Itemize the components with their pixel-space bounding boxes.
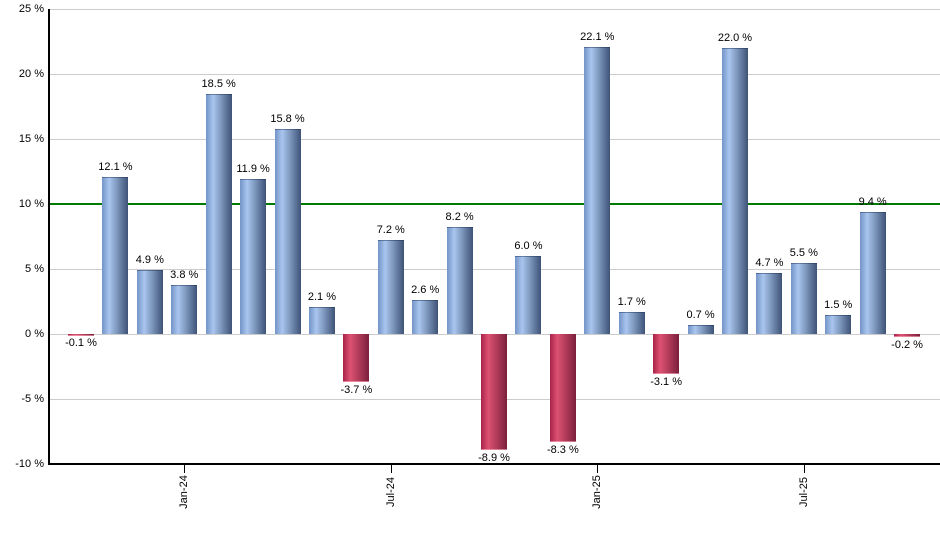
x-tick-mark (803, 465, 805, 473)
bar-value-label: 12.1 % (98, 160, 133, 173)
bar-value-label: 9.4 % (858, 195, 887, 208)
bar-5 (240, 179, 267, 334)
x-tick-label-text: Jan-24 (178, 475, 191, 509)
bar-1 (102, 176, 129, 334)
gridline-15 (50, 139, 940, 140)
bar-19 (721, 48, 748, 334)
x-tick-label-jan-24: Jan-24 (134, 471, 234, 513)
y-axis-line (48, 9, 50, 465)
threshold-line-10pct (50, 203, 940, 205)
bar-value-label: 11.9 % (236, 163, 270, 176)
bar-value-label: 3.8 % (170, 268, 199, 281)
bar-14 (549, 334, 576, 442)
bar-value-label: 0.7 % (686, 308, 715, 321)
bar-value-label: -3.7 % (340, 384, 373, 397)
bar-value-label: 4.7 % (755, 256, 784, 269)
bar-17 (653, 334, 680, 375)
bar-13 (515, 256, 542, 334)
y-tick-label: -5 % (21, 393, 44, 405)
x-tick-label-jan-25: Jan-25 (547, 471, 647, 513)
y-tick-label: -10 % (15, 458, 44, 470)
bar-value-label: -8.3 % (546, 443, 579, 456)
y-tick-label: 0 % (25, 328, 44, 340)
y-tick-label: 20 % (18, 68, 44, 80)
bar-20 (756, 272, 783, 334)
x-tick-label-text: Jul-24 (384, 477, 397, 507)
bar-value-label: 18.5 % (201, 77, 236, 90)
bar-8 (343, 334, 370, 383)
gridline-20 (50, 74, 940, 75)
bar-7 (308, 306, 335, 334)
bar-9 (377, 240, 404, 334)
bar-4 (205, 93, 232, 334)
bar-value-label: 22.1 % (580, 30, 615, 43)
bar-value-label: 2.6 % (411, 284, 440, 297)
y-tick-label: 5 % (25, 263, 44, 275)
x-tick-mark (597, 465, 599, 473)
gridline-25 (50, 9, 940, 10)
bar-value-label: 8.2 % (445, 211, 474, 224)
gridline-5 (50, 269, 940, 270)
bar-value-label: 22.0 % (717, 32, 753, 44)
bar-value-label: -8.9 % (478, 451, 510, 464)
y-tick-label: 25 % (18, 3, 44, 15)
bar-value-label: 1.7 % (617, 295, 646, 308)
bar-18 (687, 324, 714, 334)
bar-value-label: -0.1 % (65, 337, 97, 350)
bar-value-label: 4.9 % (135, 254, 164, 267)
bar-24 (894, 334, 921, 337)
bar-value-label: 7.2 % (376, 224, 405, 237)
y-tick-label: 15 % (18, 133, 44, 145)
bar-12 (481, 334, 508, 450)
bar-16 (618, 311, 645, 334)
bar-value-label: 15.8 % (270, 112, 305, 125)
bar-value-label: 2.1 % (307, 290, 336, 303)
bar-value-label: -3.1 % (650, 376, 683, 389)
bar-0 (68, 334, 94, 336)
bar-21 (790, 262, 817, 334)
bar-22 (825, 314, 852, 334)
x-tick-label-text: Jan-25 (591, 475, 604, 509)
y-tick-label: 10 % (18, 198, 44, 210)
bar-value-label: 5.5 % (789, 246, 818, 259)
bar-10 (412, 300, 439, 334)
bar-15 (584, 46, 611, 334)
bar-value-label: 6.0 % (514, 240, 543, 252)
bar-23 (859, 211, 886, 334)
x-tick-label-text: Jul-25 (797, 477, 810, 507)
x-tick-mark (390, 465, 392, 473)
x-tick-label-jul-25: Jul-25 (754, 471, 854, 513)
bar-value-label: 1.5 % (824, 298, 853, 311)
bar-value-label: -0.2 % (891, 338, 923, 351)
x-tick-mark (184, 465, 186, 473)
bar-3 (171, 284, 198, 334)
bar-6 (274, 128, 301, 334)
x-tick-label-jul-24: Jul-24 (341, 471, 441, 513)
x-axis-line (48, 463, 940, 465)
bar-11 (446, 227, 473, 334)
bar-2 (136, 270, 163, 334)
